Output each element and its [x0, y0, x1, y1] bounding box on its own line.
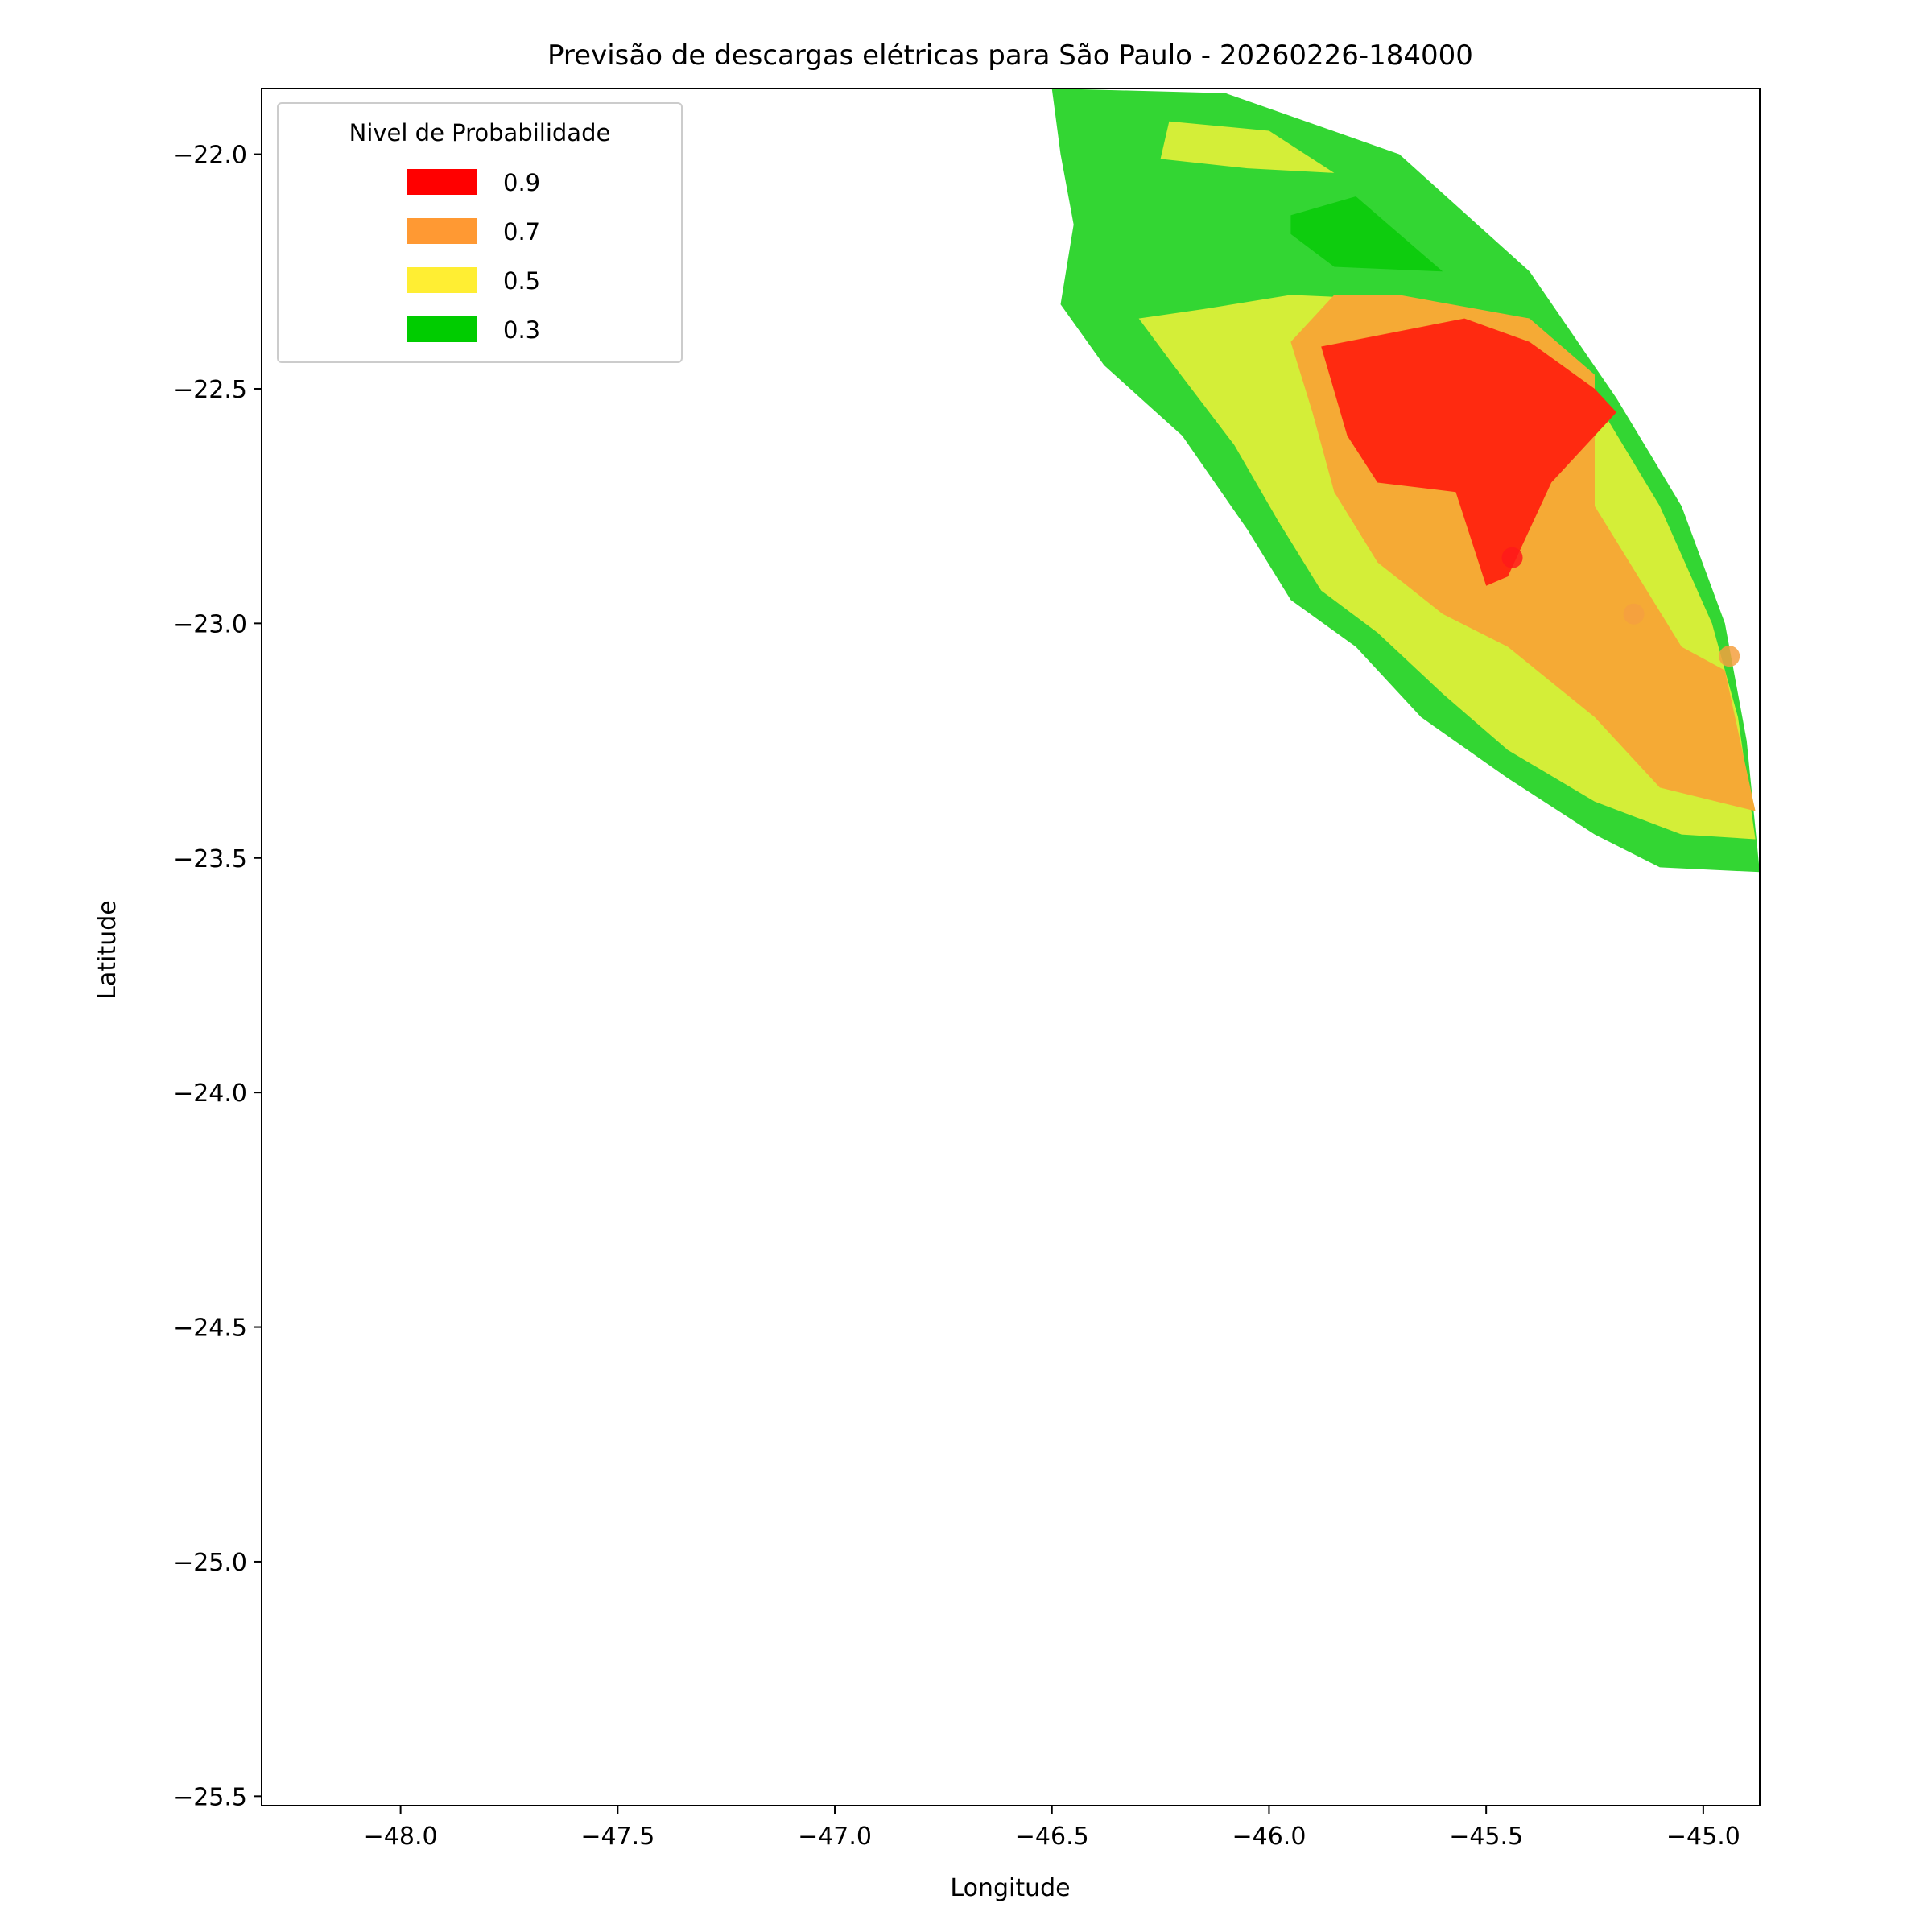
x-tick-label: −45.0	[1666, 1823, 1740, 1851]
legend-swatch	[407, 218, 477, 244]
x-axis: −48.0 −47.5 −47.0 −46.5 −46.0 −45.5 −45.0	[364, 1806, 1740, 1851]
legend-label: 0.3	[503, 316, 540, 344]
y-axis-label: Latitude	[93, 900, 122, 999]
legend-swatch	[407, 267, 477, 293]
x-axis-label: Longitude	[950, 1874, 1070, 1902]
y-tick-label: −25.0	[173, 1549, 247, 1577]
data-point	[1719, 646, 1740, 667]
data-point	[1501, 547, 1523, 568]
legend-label: 0.5	[503, 267, 540, 295]
plot-frame	[261, 88, 1761, 1806]
probability-contours	[1051, 89, 1760, 873]
y-tick-label: −22.5	[173, 376, 247, 404]
legend-label: 0.7	[503, 218, 540, 246]
data-point	[1623, 603, 1645, 625]
legend: Nivel de Probabilidade 0.9 0.7 0.5 0.3	[277, 102, 683, 363]
y-axis: −22.0 −22.5 −23.0 −23.5 −24.0 −24.5 −25.0 −25.5	[173, 142, 262, 1811]
x-tick-label: −46.0	[1232, 1823, 1306, 1851]
contour-region-high_green	[1290, 196, 1443, 272]
contour-region-yellow	[1160, 121, 1335, 173]
contour-region-red	[1321, 318, 1616, 586]
chart-title: Previsão de descargas elétricas para São…	[547, 39, 1473, 72]
legend-title: Nivel de Probabilidade	[349, 119, 611, 147]
y-tick-label: −24.5	[173, 1315, 247, 1343]
y-tick-label: −25.5	[173, 1783, 247, 1811]
y-tick-label: −22.0	[173, 142, 247, 170]
y-tick-label: −23.5	[173, 845, 247, 873]
legend-swatch	[407, 316, 477, 342]
legend-box	[277, 102, 683, 363]
legend-swatch	[407, 169, 477, 195]
x-tick-label: −46.5	[1015, 1823, 1089, 1851]
legend-label: 0.9	[503, 169, 540, 196]
x-tick-label: −47.5	[580, 1823, 654, 1851]
y-tick-label: −24.0	[173, 1080, 247, 1108]
y-tick-label: −23.0	[173, 610, 247, 638]
x-tick-label: −48.0	[364, 1823, 438, 1851]
data-points	[1501, 547, 1740, 667]
x-tick-label: −47.0	[798, 1823, 872, 1851]
x-tick-label: −45.5	[1449, 1823, 1523, 1851]
